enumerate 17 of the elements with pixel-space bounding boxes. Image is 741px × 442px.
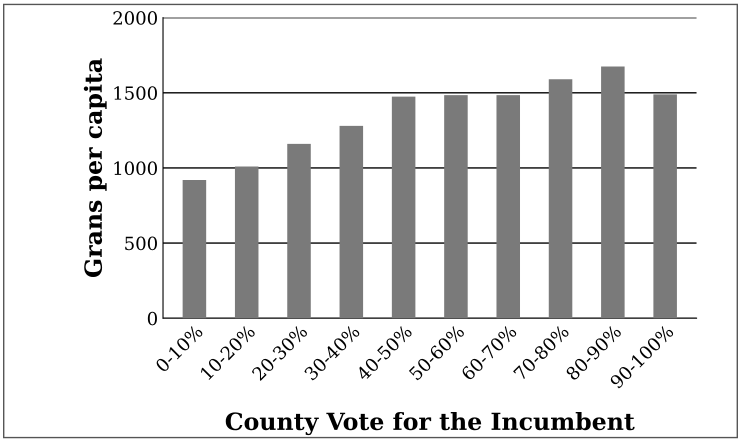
bar bbox=[392, 96, 416, 318]
y-tick-label: 0 bbox=[148, 312, 157, 326]
y-tick-label: 1000 bbox=[114, 161, 157, 176]
y-tick-label: 1500 bbox=[114, 86, 157, 100]
y-tick-label: 500 bbox=[125, 236, 157, 250]
bar bbox=[182, 180, 206, 318]
bar bbox=[444, 95, 468, 318]
bar bbox=[496, 95, 520, 318]
y-axis-title: Grans per capita bbox=[84, 58, 107, 278]
y-tick-label: 2000 bbox=[113, 11, 157, 25]
bar bbox=[548, 79, 572, 318]
bar bbox=[601, 66, 625, 318]
bar bbox=[234, 166, 258, 318]
bar bbox=[653, 94, 677, 318]
bar bbox=[287, 144, 311, 318]
bar bbox=[340, 126, 364, 318]
x-axis-title: County Vote for the Incumbent bbox=[226, 412, 635, 436]
